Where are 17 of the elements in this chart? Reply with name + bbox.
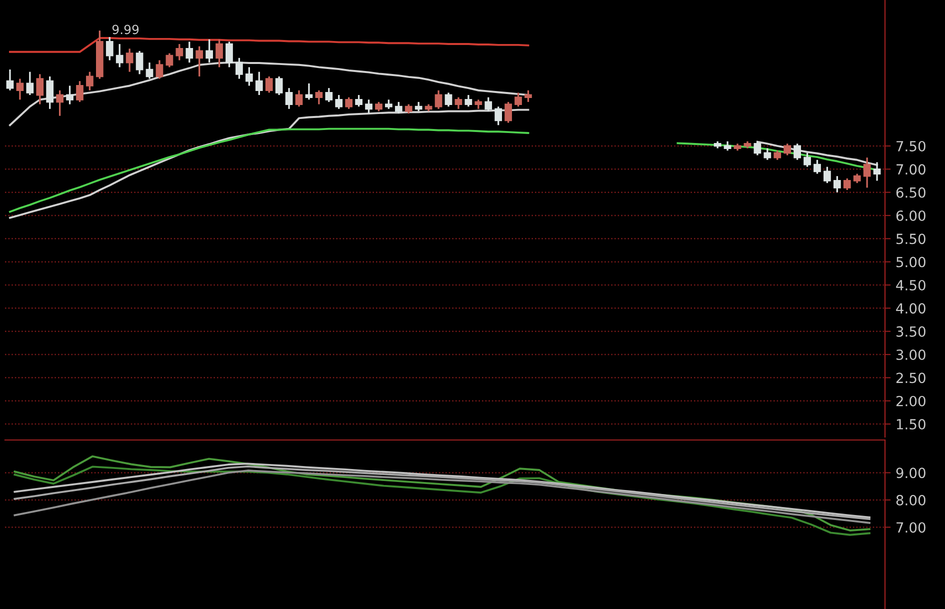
- y-tick-label: 5.50: [896, 234, 926, 244]
- y-tick-label: 2.50: [896, 372, 926, 384]
- y-tick-label: 6.50: [896, 187, 926, 198]
- y-tick-label: 7.00: [896, 522, 926, 533]
- y-tick-label: 4.00: [896, 303, 926, 314]
- y-tick-label: 5.00: [896, 256, 926, 268]
- annotation: 9.99: [112, 24, 139, 34]
- y-tick-label: 3.50: [896, 326, 926, 337]
- y-tick-label: 8.00: [896, 494, 926, 506]
- y-tick-label: 1.50: [896, 418, 926, 430]
- y-tick-label: 9.00: [896, 468, 926, 478]
- y-tick-label: 7.50: [896, 140, 926, 152]
- y-tick-label: 3.00: [896, 349, 926, 360]
- y-tick-label: 7.00: [896, 164, 926, 175]
- y-tick-label: 2.00: [896, 396, 926, 406]
- y-tick-label: 4.50: [896, 280, 926, 290]
- y-tick-label: 6.00: [896, 210, 926, 221]
